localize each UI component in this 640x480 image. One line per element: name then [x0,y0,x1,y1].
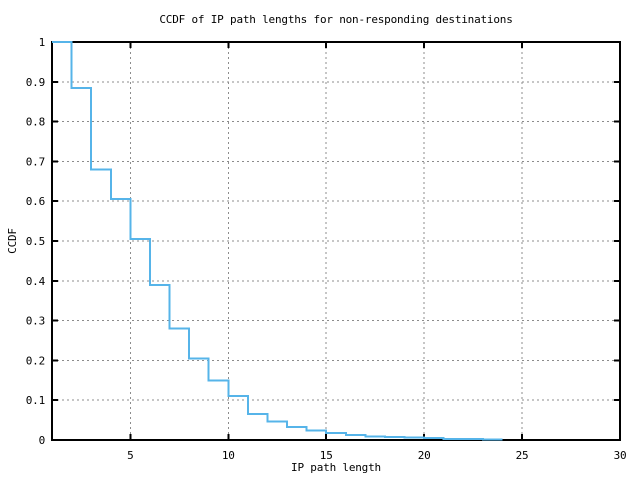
x-tick-label: 15 [320,449,333,462]
x-tick-label: 30 [614,449,627,462]
x-axis-label: IP path length [291,461,381,474]
y-tick-label: 0.8 [26,116,45,129]
x-tick-label: 5 [127,449,133,462]
y-tick-label: 0.4 [26,275,46,288]
chart-title: CCDF of IP path lengths for non-respondi… [159,13,513,26]
ccdf-curve [52,41,503,441]
y-tick-label: 1 [39,36,45,49]
y-tick-label: 0.7 [26,155,45,168]
y-tick-label: 0.6 [26,195,45,208]
y-tick-label: 0.9 [26,76,45,89]
y-tick-label: 0.1 [26,394,45,407]
x-tick-label: 20 [418,449,431,462]
x-tick-label: 25 [516,449,529,462]
y-tick-label: 0.3 [26,315,45,328]
y-tick-label: 0 [39,434,45,447]
x-tick-label: 10 [222,449,235,462]
y-tick-label: 0.2 [26,354,45,367]
y-tick-label: 0.5 [26,235,45,248]
